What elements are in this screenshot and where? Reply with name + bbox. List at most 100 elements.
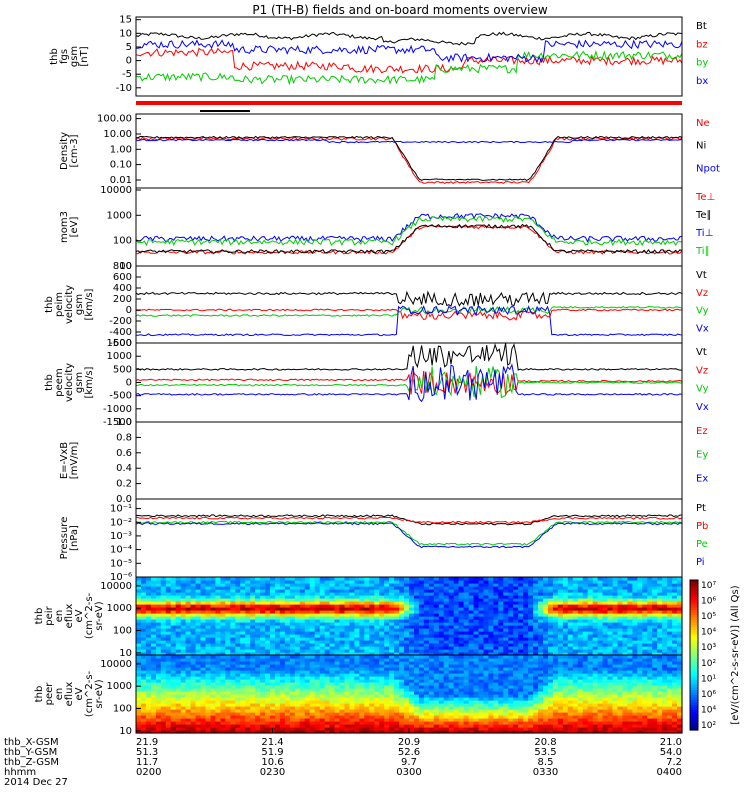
spectrogram-cell bbox=[270, 583, 276, 587]
spectrogram-cell bbox=[533, 715, 539, 719]
spectrogram-cell bbox=[289, 715, 296, 719]
spectrogram-cell bbox=[136, 697, 142, 701]
spectrogram-cell bbox=[389, 682, 395, 686]
spectrogram-cell bbox=[270, 667, 276, 671]
spectrogram-cell bbox=[141, 616, 147, 620]
spectrogram-cell bbox=[180, 601, 187, 605]
spectrogram-cell bbox=[275, 670, 281, 674]
spectrogram-cell bbox=[279, 595, 286, 599]
spectrogram-cell bbox=[220, 595, 226, 599]
spectrogram-cell bbox=[488, 658, 494, 662]
spectrogram-cell bbox=[404, 577, 410, 581]
spectrogram-cell bbox=[488, 661, 494, 665]
spectrogram-cell bbox=[379, 718, 385, 722]
spectrogram-cell bbox=[523, 718, 529, 722]
spectrogram-cell bbox=[409, 622, 415, 626]
spectrogram-cell bbox=[225, 682, 231, 686]
spectrogram-cell bbox=[334, 700, 341, 704]
spectrogram-cell bbox=[155, 718, 162, 722]
spectrogram-cell bbox=[215, 709, 221, 713]
spectrogram-cell bbox=[339, 613, 346, 617]
spectrogram-cell bbox=[205, 670, 212, 674]
spectrogram-cell bbox=[453, 727, 460, 731]
spectrogram-cell bbox=[364, 691, 370, 695]
spectrogram-cell bbox=[379, 682, 385, 686]
spectrogram-cell bbox=[344, 583, 351, 587]
spectrogram-cell bbox=[607, 589, 614, 593]
spectrogram-cell bbox=[141, 637, 147, 641]
spectrogram-cell bbox=[389, 655, 395, 659]
spectrogram-cell bbox=[587, 628, 594, 632]
spectrogram-cell bbox=[185, 715, 192, 719]
spectrogram-cell bbox=[399, 709, 405, 713]
spectrogram-cell bbox=[453, 625, 460, 629]
spectrogram-cell bbox=[260, 613, 266, 617]
spectrogram-cell bbox=[552, 616, 559, 620]
spectrogram-cell bbox=[379, 670, 385, 674]
spectrogram-cell bbox=[642, 595, 648, 599]
spectrogram-cell bbox=[329, 634, 336, 638]
spectrogram-cell bbox=[195, 622, 202, 626]
spectrogram-cell bbox=[508, 655, 514, 659]
spectrogram-cell bbox=[528, 670, 534, 674]
spectrogram-cell bbox=[165, 655, 172, 659]
spectrogram-cell bbox=[175, 643, 182, 647]
spectrogram-cell bbox=[240, 682, 246, 686]
spectrogram-cell bbox=[627, 652, 633, 656]
spectrogram-cell bbox=[160, 577, 167, 581]
spectrogram-cell bbox=[150, 643, 157, 647]
spectrogram-cell bbox=[404, 601, 410, 605]
spectrogram-cell bbox=[543, 580, 549, 584]
spectrogram-cell bbox=[185, 724, 192, 728]
spectrogram-cell bbox=[394, 694, 400, 698]
spectrogram-cell bbox=[488, 721, 494, 725]
spectrogram-cell bbox=[314, 628, 321, 632]
spectrogram-cell bbox=[384, 577, 390, 581]
spectrogram-cell bbox=[240, 685, 246, 689]
spectrogram-cell bbox=[374, 700, 380, 704]
spectrogram-cell bbox=[364, 592, 370, 596]
spectrogram-cell bbox=[200, 589, 207, 593]
spectrogram-cell bbox=[275, 676, 281, 680]
spectrogram-cell bbox=[309, 631, 316, 635]
spectrogram-cell bbox=[652, 649, 658, 653]
spectrogram-cell bbox=[334, 604, 341, 608]
spectrogram-cell bbox=[384, 718, 390, 722]
spectrogram-cell bbox=[567, 613, 574, 617]
spectrogram-cell bbox=[329, 643, 336, 647]
spectrogram-cell bbox=[622, 604, 628, 608]
spectrogram-cell bbox=[453, 643, 460, 647]
spectrogram-cell bbox=[543, 640, 549, 644]
spectrogram-cell bbox=[220, 664, 226, 668]
spectrogram-cell bbox=[498, 604, 504, 608]
spectrogram-cell bbox=[443, 658, 450, 662]
spectrogram-cell bbox=[379, 628, 385, 632]
spectrogram-cell bbox=[180, 616, 187, 620]
spectrogram-cell bbox=[319, 661, 326, 665]
spectrogram-cell bbox=[270, 661, 276, 665]
spectrogram-cell bbox=[319, 640, 326, 644]
spectrogram-cell bbox=[592, 634, 599, 638]
spectrogram-cell bbox=[225, 673, 231, 677]
spectrogram-cell bbox=[548, 580, 554, 584]
spectrogram-cell bbox=[418, 721, 425, 725]
spectrogram-cell bbox=[200, 598, 207, 602]
spectrogram-cell bbox=[344, 586, 351, 590]
spectrogram-cell bbox=[493, 598, 499, 602]
spectrogram-cell bbox=[210, 709, 217, 713]
spectrogram-cell bbox=[548, 634, 554, 638]
spectrogram-cell bbox=[513, 673, 519, 677]
spectrogram-cell bbox=[284, 643, 291, 647]
spectrogram-cell bbox=[279, 670, 286, 674]
spectrogram-cell bbox=[299, 604, 306, 608]
spectrogram-cell bbox=[602, 643, 609, 647]
spectrogram-cell bbox=[389, 676, 395, 680]
spectrogram-cell bbox=[468, 646, 475, 650]
spectrogram-cell bbox=[473, 721, 480, 725]
spectrogram-cell bbox=[344, 637, 351, 641]
spectrogram-cell bbox=[160, 715, 167, 719]
spectrogram-cell bbox=[647, 586, 653, 590]
spectrogram-cell bbox=[423, 712, 430, 716]
spectrogram-cell bbox=[423, 598, 430, 602]
spectrogram-cell bbox=[483, 619, 490, 623]
